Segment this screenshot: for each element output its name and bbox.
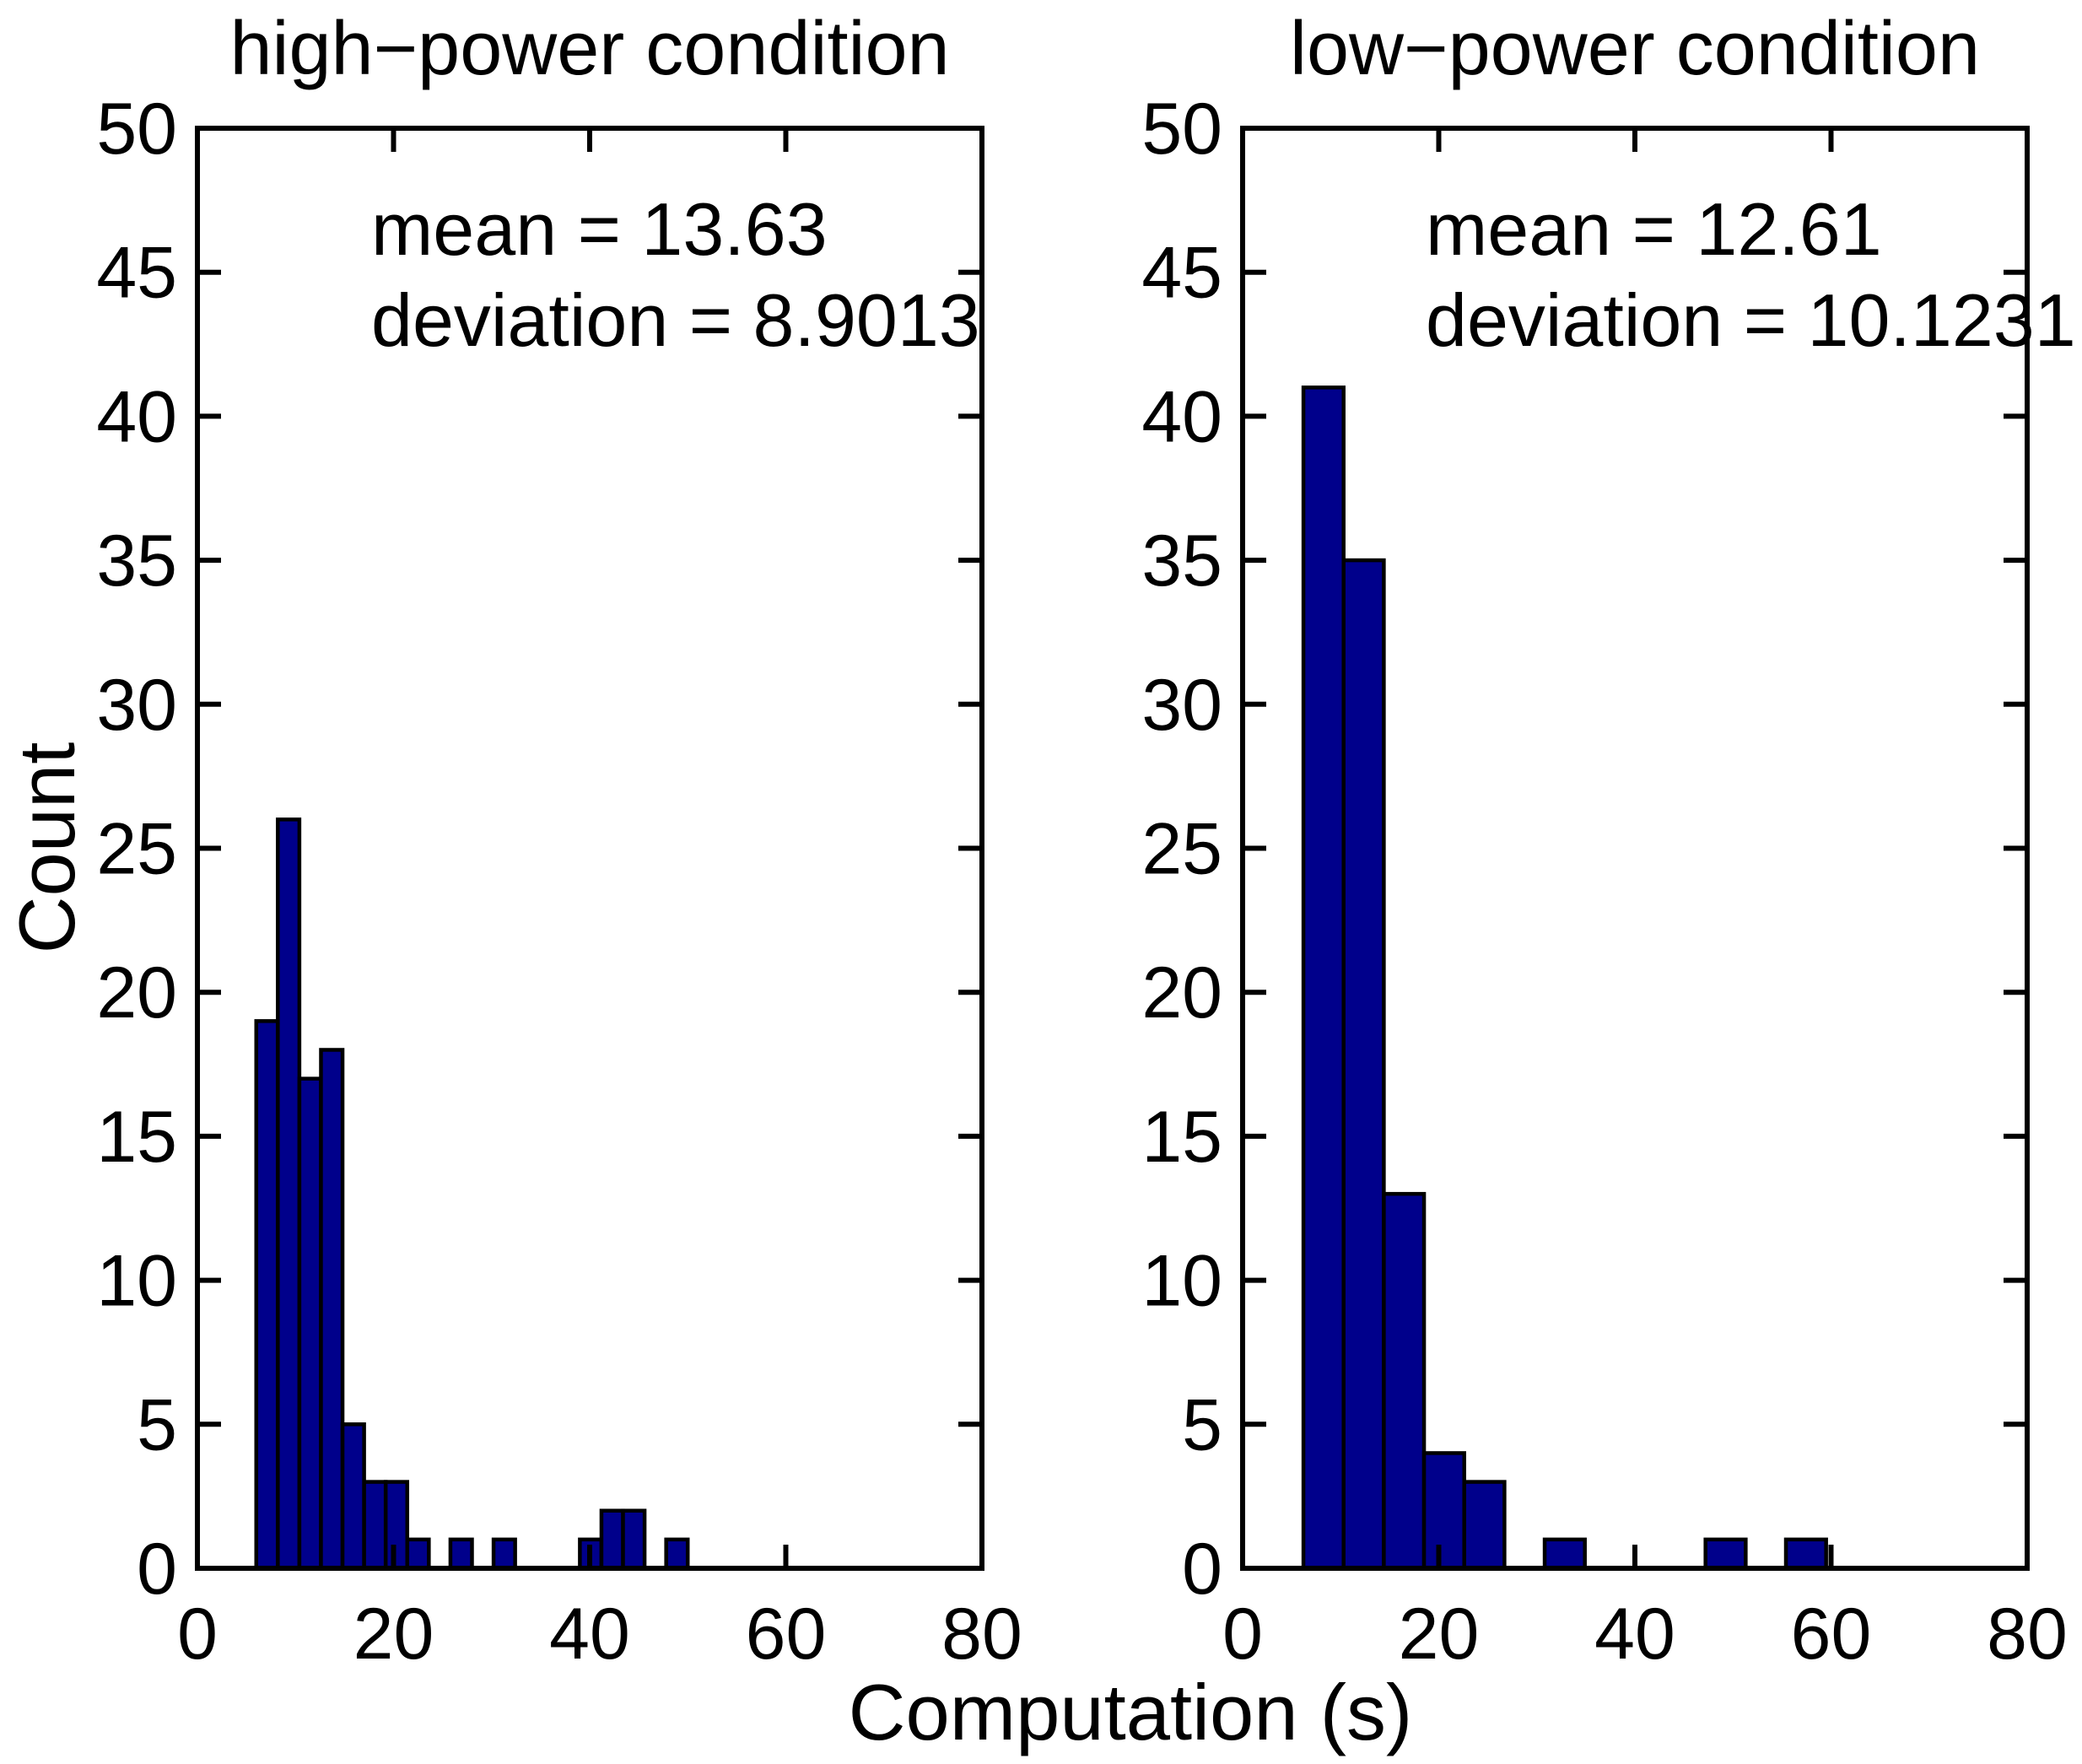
histogram-bar [1341, 558, 1386, 1571]
right-annotation-deviation: deviation = 10.1231 [1426, 278, 2076, 362]
histogram-bar [405, 1537, 431, 1571]
histogram-bar [621, 1508, 647, 1571]
histogram-bar [1462, 1480, 1507, 1571]
y-tick-label: 20 [1141, 952, 1222, 1033]
histogram-bar [1542, 1537, 1587, 1571]
left-plot: 0 20 40 60 80 0 5 10 15 20 25 30 35 40 45 50 [96, 89, 1022, 1675]
x-tick-label: 20 [353, 1594, 434, 1675]
right-plot-title: low−power condition [1290, 7, 1980, 91]
histogram-bar [276, 817, 302, 1571]
y-tick-label: 25 [1141, 809, 1222, 890]
y-tick-label: 20 [96, 952, 177, 1033]
x-tick-label: 40 [549, 1594, 630, 1675]
y-tick-label: 0 [1182, 1529, 1222, 1610]
y-tick-label: 15 [96, 1097, 177, 1178]
x-tick-label: 40 [1594, 1594, 1675, 1675]
histogram-bar [599, 1508, 625, 1571]
y-tick-label: 50 [1141, 89, 1222, 170]
x-tick-label: 60 [1791, 1594, 1872, 1675]
histogram-bar [297, 1076, 323, 1571]
x-tick-label: 0 [1222, 1594, 1263, 1675]
y-tick-label: 35 [96, 521, 177, 601]
y-tick-label: 40 [1141, 376, 1222, 457]
y-tick-label: 45 [96, 233, 177, 314]
x-tick-label: 80 [1987, 1594, 2068, 1675]
histogram-bar [340, 1422, 366, 1571]
left-plot-title: high−power condition [229, 7, 949, 91]
left-annotation-deviation: deviation = 8.9013 [371, 278, 980, 362]
histogram-bar [383, 1480, 410, 1571]
histogram-bar [362, 1480, 388, 1571]
y-tick-label: 5 [137, 1384, 177, 1465]
y-tick-label: 50 [96, 89, 177, 170]
histogram-bar [664, 1537, 690, 1571]
y-tick-label: 30 [96, 665, 177, 746]
left-annotation-mean: mean = 13.63 [371, 187, 828, 271]
histogram-bar [254, 1019, 280, 1571]
histogram-bar [1301, 386, 1346, 1571]
histogram-bar [1382, 1191, 1427, 1571]
x-tick-label: 20 [1399, 1594, 1480, 1675]
histogram-bar [448, 1537, 474, 1571]
histogram-bar [1703, 1537, 1748, 1571]
y-tick-label: 45 [1141, 233, 1222, 314]
y-tick-label: 10 [96, 1241, 177, 1322]
right-annotation-mean: mean = 12.61 [1426, 187, 1882, 271]
y-axis-label: Count [3, 742, 91, 954]
y-tick-label: 5 [1182, 1384, 1222, 1465]
y-tick-label: 35 [1141, 521, 1222, 601]
y-tick-label: 30 [1141, 665, 1222, 746]
y-tick-label: 10 [1141, 1241, 1222, 1322]
histogram-bar [1783, 1537, 1828, 1571]
right-plot: 0 20 40 60 80 0 5 10 15 20 25 30 35 40 45 50 [1141, 89, 2068, 1675]
y-tick-label: 25 [96, 809, 177, 890]
y-tick-label: 15 [1141, 1097, 1222, 1178]
histogram-bar [319, 1048, 345, 1571]
x-axis-label: Computation (s) [849, 1668, 1413, 1756]
x-tick-label: 0 [177, 1594, 218, 1675]
x-tick-label: 60 [746, 1594, 827, 1675]
y-tick-label: 40 [96, 376, 177, 457]
histogram-bar [491, 1537, 517, 1571]
x-tick-label: 80 [941, 1594, 1022, 1675]
histogram-bar [1421, 1451, 1466, 1571]
y-tick-label: 0 [137, 1529, 177, 1610]
